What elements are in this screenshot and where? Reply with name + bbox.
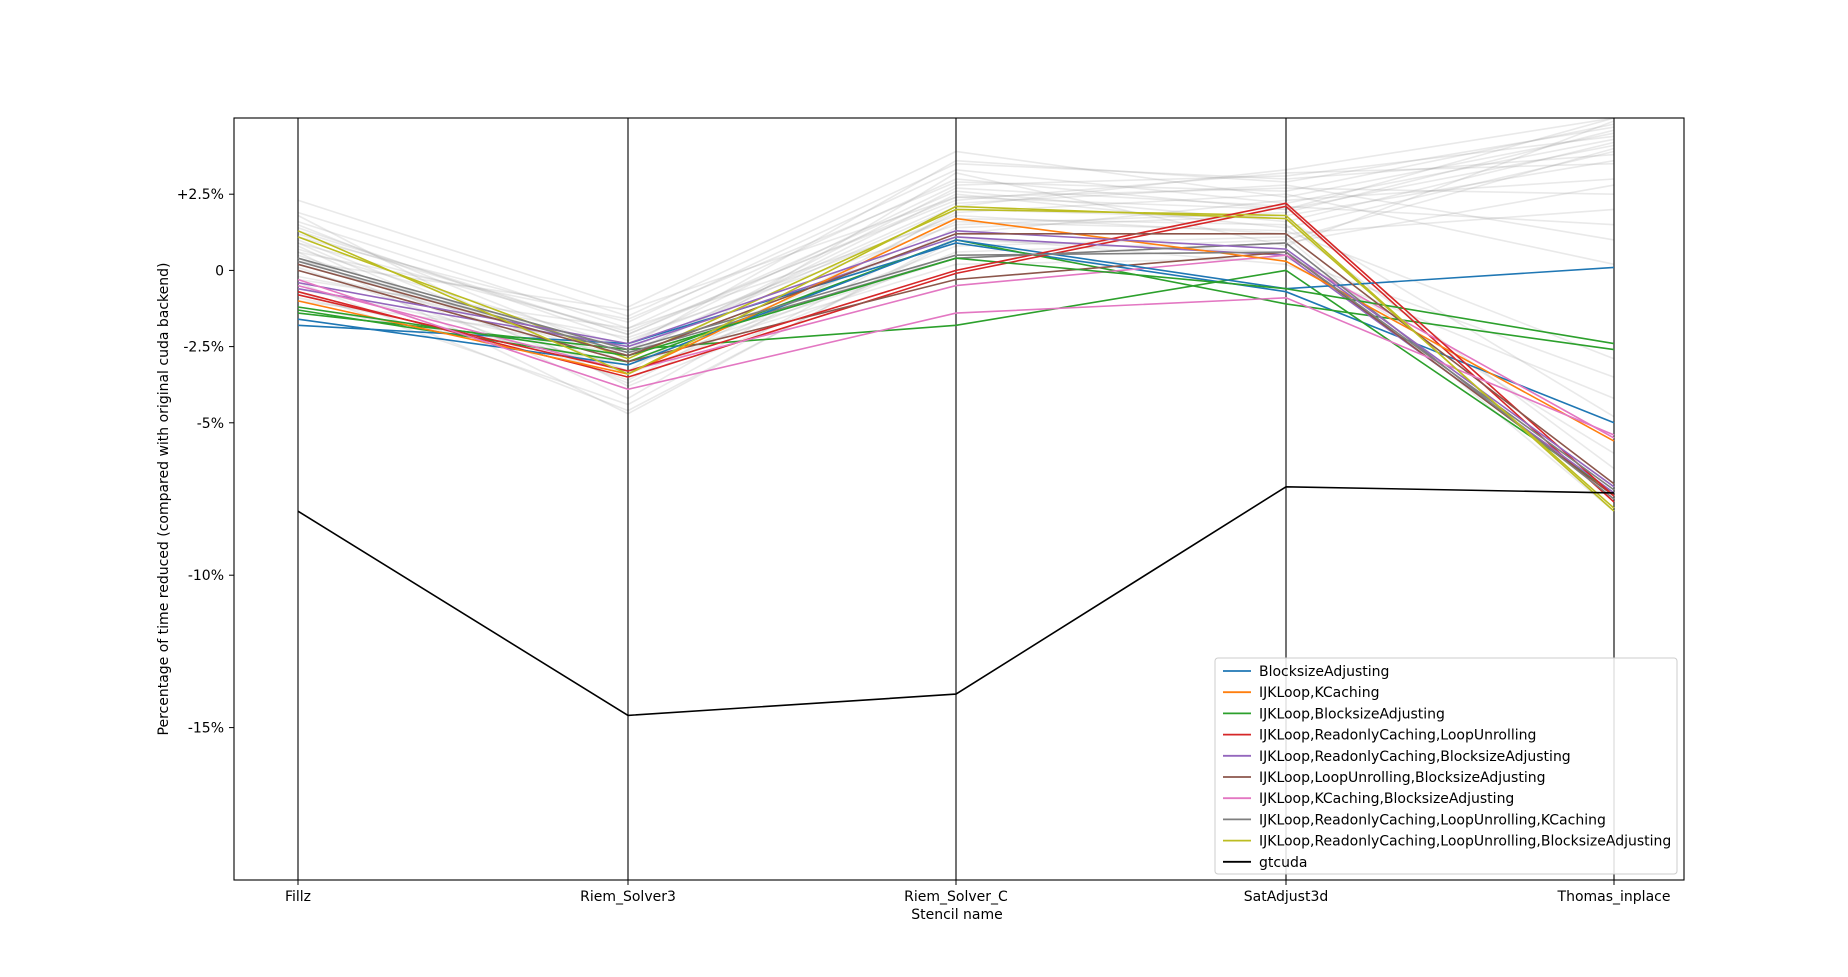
x-tick-label: Riem_Solver3	[580, 889, 676, 905]
y-axis-label: Percentage of time reduced (compared wit…	[156, 263, 172, 736]
legend-entry: gtcuda	[1259, 855, 1307, 871]
series-line-3	[297, 202, 1615, 497]
legend-entry: IJKLoop,LoopUnrolling,BlocksizeAdjusting	[1259, 770, 1545, 786]
legend-entry: IJKLoop,ReadonlyCaching,BlocksizeAdjusti…	[1259, 749, 1571, 765]
legend-entry: IJKLoop,KCaching,BlocksizeAdjusting	[1259, 791, 1514, 807]
series-line-7	[297, 251, 1615, 491]
series-line-9	[297, 485, 1615, 717]
legend-entry: IJKLoop,KCaching	[1259, 685, 1379, 701]
legend-entry: IJKLoop,BlocksizeAdjusting	[1259, 706, 1445, 722]
y-tick-label: 0	[215, 263, 224, 279]
series-line-6	[297, 278, 1615, 436]
series-line-extra-6	[297, 251, 1615, 497]
x-tick-label: SatAdjust3d	[1244, 889, 1329, 905]
x-tick-label: Thomas_inplace	[1557, 889, 1671, 905]
legend-entry: BlocksizeAdjusting	[1259, 664, 1389, 680]
x-tick-label: Fillz	[285, 889, 311, 905]
series-line-8	[297, 205, 1615, 509]
legend-entry: IJKLoop,ReadonlyCaching,LoopUnrolling	[1259, 728, 1536, 744]
y-tick-label: -15%	[188, 721, 224, 737]
legend-entry: IJKLoop,ReadonlyCaching,LoopUnrolling,Bl…	[1259, 834, 1671, 850]
x-axis-ticks: Fillz Riem_Solver3 Riem_Solver_C SatAdjust3…	[285, 880, 1671, 905]
series-line-4	[297, 229, 1615, 488]
x-axis-label: Stencil name	[911, 907, 1003, 923]
series-line-extra-3	[297, 205, 1615, 503]
series-line-extra-1	[297, 269, 1615, 494]
series-line-2	[297, 257, 1615, 357]
y-tick-label: -5%	[197, 416, 224, 432]
legend-entry: IJKLoop,ReadonlyCaching,LoopUnrolling,KC…	[1259, 812, 1606, 828]
legend-box	[1214, 657, 1678, 875]
plot-frame	[233, 117, 1685, 881]
y-tick-label: -2.5%	[183, 340, 224, 356]
x-tick-label: Riem_Solver_C	[904, 889, 1008, 905]
series-lines-group	[297, 202, 1615, 717]
y-axis-ticks: +2.5% 0 -2.5% -5% -10% -15%	[177, 187, 234, 737]
series-line-5	[297, 233, 1615, 485]
series-line-extra-4	[297, 236, 1615, 494]
y-tick-label: +2.5%	[177, 187, 224, 203]
y-tick-label: -10%	[188, 568, 224, 584]
series-line-1	[297, 217, 1615, 442]
legend: BlocksizeAdjusting IJKLoop,KCaching IJKLoo…	[1214, 657, 1678, 875]
